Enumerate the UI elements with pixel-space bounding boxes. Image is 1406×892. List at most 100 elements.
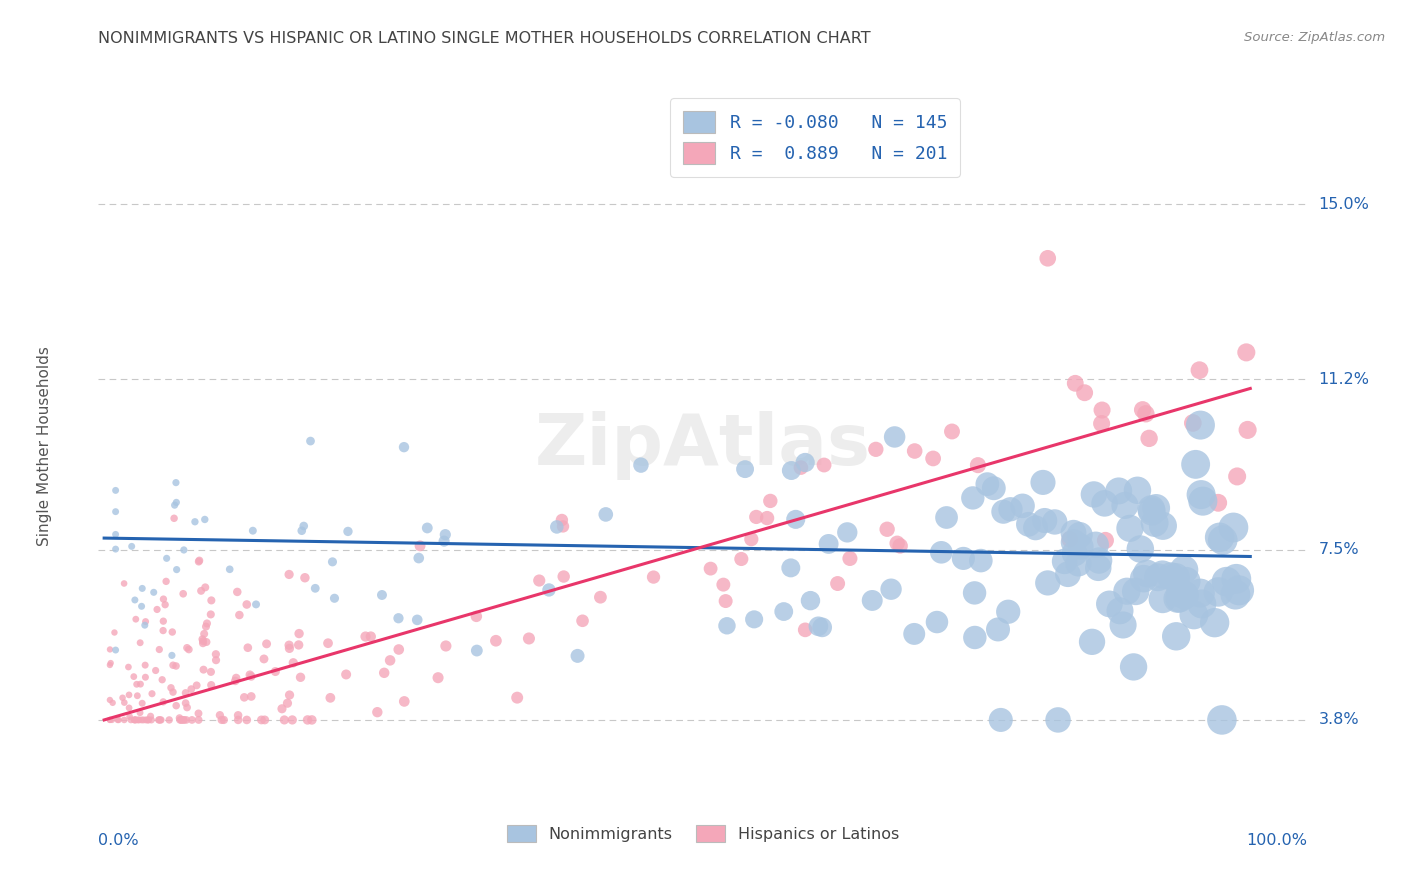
Point bbox=[837, 525, 859, 540]
Point bbox=[131, 599, 153, 614]
Point bbox=[1081, 635, 1104, 649]
Point bbox=[200, 593, 222, 607]
Point bbox=[141, 713, 163, 727]
Point bbox=[1168, 591, 1191, 606]
Point bbox=[180, 682, 202, 697]
Point bbox=[1234, 345, 1257, 359]
Point bbox=[1036, 575, 1059, 590]
Point bbox=[181, 713, 204, 727]
Point bbox=[1088, 553, 1111, 567]
Point bbox=[250, 713, 273, 727]
Point bbox=[883, 430, 905, 444]
Point bbox=[1036, 252, 1059, 266]
Point bbox=[122, 713, 145, 727]
Point bbox=[205, 647, 228, 661]
Point bbox=[195, 619, 218, 633]
Point bbox=[172, 587, 194, 601]
Point bbox=[294, 571, 316, 585]
Point bbox=[278, 638, 301, 652]
Point bbox=[1132, 402, 1154, 417]
Text: 100.0%: 100.0% bbox=[1247, 833, 1308, 848]
Text: Source: ZipAtlas.com: Source: ZipAtlas.com bbox=[1244, 31, 1385, 45]
Point bbox=[160, 681, 183, 695]
Point bbox=[553, 569, 575, 583]
Point bbox=[1189, 586, 1212, 600]
Point bbox=[779, 561, 801, 575]
Point bbox=[134, 658, 156, 673]
Point bbox=[983, 481, 1005, 495]
Point bbox=[711, 577, 734, 591]
Point bbox=[772, 605, 794, 619]
Point bbox=[271, 702, 294, 716]
Point bbox=[1227, 583, 1250, 598]
Point bbox=[104, 643, 127, 657]
Point bbox=[1208, 530, 1230, 544]
Point bbox=[120, 713, 142, 727]
Point bbox=[131, 582, 153, 596]
Point bbox=[233, 690, 256, 705]
Point bbox=[465, 643, 488, 657]
Point bbox=[256, 637, 278, 651]
Point bbox=[191, 636, 214, 650]
Point bbox=[177, 642, 200, 657]
Point bbox=[236, 598, 259, 612]
Point bbox=[699, 561, 721, 575]
Point bbox=[1181, 416, 1204, 430]
Point bbox=[434, 527, 457, 541]
Point bbox=[1132, 572, 1154, 586]
Point bbox=[1069, 528, 1091, 542]
Point bbox=[112, 696, 135, 710]
Point bbox=[127, 713, 149, 727]
Text: 11.2%: 11.2% bbox=[1319, 372, 1369, 387]
Point bbox=[148, 713, 170, 727]
Point bbox=[371, 588, 394, 602]
Point bbox=[128, 713, 150, 727]
Point bbox=[1122, 660, 1144, 674]
Point bbox=[226, 713, 249, 727]
Point bbox=[156, 551, 179, 566]
Point bbox=[1135, 407, 1157, 421]
Point bbox=[1192, 494, 1215, 508]
Point bbox=[187, 706, 209, 721]
Point bbox=[1126, 483, 1149, 498]
Point bbox=[104, 505, 127, 519]
Point bbox=[1140, 502, 1163, 516]
Point bbox=[993, 505, 1015, 519]
Point bbox=[112, 576, 135, 591]
Point bbox=[111, 690, 134, 705]
Point bbox=[253, 713, 276, 727]
Point bbox=[304, 582, 326, 596]
Text: 7.5%: 7.5% bbox=[1319, 542, 1360, 558]
Point bbox=[1147, 570, 1170, 584]
Text: 3.8%: 3.8% bbox=[1319, 713, 1360, 728]
Point bbox=[228, 608, 250, 623]
Point bbox=[1073, 385, 1095, 400]
Point bbox=[838, 551, 860, 566]
Point bbox=[434, 639, 457, 653]
Point bbox=[134, 618, 156, 632]
Point bbox=[589, 590, 612, 604]
Point bbox=[104, 527, 127, 541]
Point bbox=[278, 641, 301, 656]
Point bbox=[1087, 561, 1109, 575]
Point bbox=[170, 713, 193, 727]
Point bbox=[103, 625, 125, 640]
Point bbox=[162, 658, 184, 673]
Point bbox=[200, 607, 222, 622]
Point bbox=[131, 713, 153, 727]
Point bbox=[193, 663, 215, 677]
Point bbox=[142, 585, 165, 599]
Point bbox=[571, 614, 593, 628]
Point bbox=[152, 614, 174, 628]
Point bbox=[319, 690, 342, 705]
Point bbox=[1206, 496, 1229, 510]
Point bbox=[125, 677, 148, 691]
Point bbox=[963, 586, 986, 600]
Point bbox=[1043, 515, 1066, 529]
Point bbox=[150, 673, 173, 687]
Point bbox=[1125, 584, 1147, 599]
Point bbox=[1208, 585, 1230, 599]
Point bbox=[245, 598, 267, 612]
Point bbox=[124, 713, 146, 727]
Point bbox=[1119, 521, 1142, 535]
